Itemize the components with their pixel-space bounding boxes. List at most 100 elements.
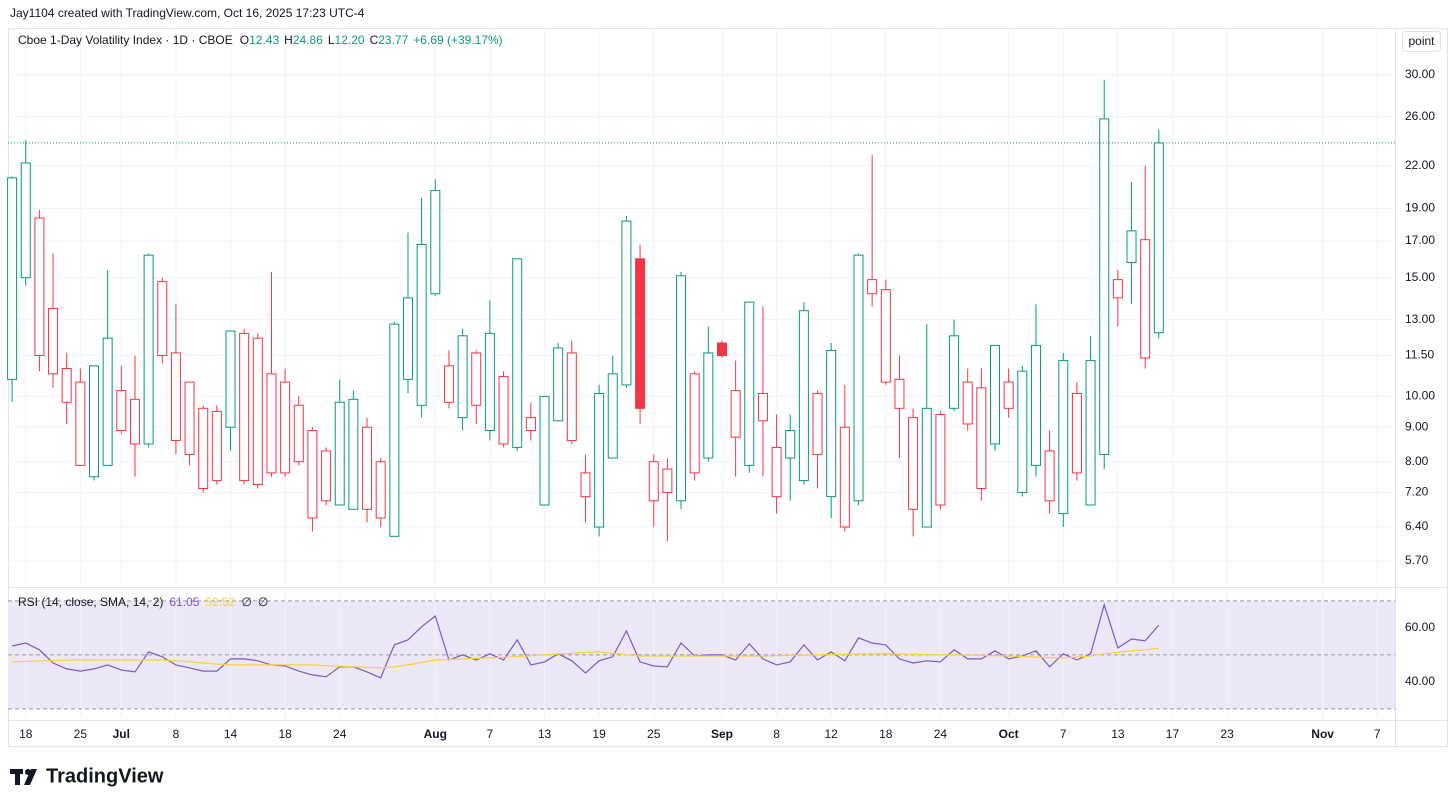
y-tick-label: 5.70 (1405, 553, 1429, 567)
candle-body (157, 281, 168, 356)
candle-body (553, 347, 564, 422)
candle-body (662, 468, 673, 494)
x-tick-label: 17 (1166, 727, 1180, 741)
y-tick-label: 10.00 (1405, 389, 1435, 403)
candle-body (1058, 360, 1069, 515)
scale-button[interactable] (1402, 31, 1441, 52)
candle-body (908, 417, 919, 510)
candle-body (771, 446, 782, 498)
x-tick-label: 18 (19, 727, 33, 741)
candle-body (1140, 239, 1151, 359)
candle-body (375, 461, 386, 519)
x-tick-label: 25 (647, 727, 661, 741)
candle-body (75, 381, 86, 466)
candle-body (1099, 118, 1110, 455)
candle-body (471, 352, 482, 406)
candle-body (853, 254, 864, 502)
candle-body (321, 450, 332, 502)
y-tick-label: 22.00 (1405, 158, 1435, 172)
candle-body (621, 220, 632, 386)
ohlc-value: 12.43 (249, 33, 279, 47)
rsi-tick-label: 60.00 (1405, 620, 1435, 634)
rsi-legend: RSI (14, close, SMA, 14, 2) 61.05 52.52 ∅ ∅ (18, 595, 268, 609)
candle-body (512, 258, 523, 448)
y-tick-label: 26.00 (1405, 109, 1435, 123)
y-tick-label: 6.40 (1405, 519, 1429, 533)
candle-body (539, 395, 550, 506)
frame (8, 28, 1448, 747)
ohlc-value: 12.20 (335, 33, 365, 47)
candle-body (20, 162, 31, 279)
x-tick-label: Aug (424, 727, 447, 741)
candle-body (143, 254, 154, 445)
y-tick-label: 19.00 (1405, 201, 1435, 215)
candle-body (839, 426, 850, 528)
rsi-title: RSI (14, close, SMA, 14, 2) (18, 595, 163, 609)
candle-body (990, 344, 1001, 445)
candle-body (949, 335, 960, 409)
candle-body (266, 373, 277, 474)
candle-body (61, 367, 72, 403)
candle-body (362, 426, 373, 510)
ohlc-value: 24.86 (293, 33, 323, 47)
y-tick-label: 8.00 (1405, 454, 1429, 468)
rsi-flag: ∅ (258, 595, 268, 609)
x-tick-label: 24 (934, 727, 948, 741)
x-tick-label: 23 (1220, 727, 1234, 741)
y-tick-label: 13.00 (1405, 312, 1435, 326)
candle-body (689, 373, 700, 474)
y-tick-label: 9.00 (1405, 419, 1429, 433)
candle-body (184, 381, 195, 455)
candle-body (89, 365, 100, 478)
candle-body (757, 392, 768, 422)
x-tick-label: 13 (538, 727, 552, 741)
symbol-title: Cboe 1-Day Volatility Index · 1D · CBOE (18, 33, 233, 47)
candle-body (635, 258, 646, 409)
candle-body (880, 289, 891, 383)
x-tick-label: 18 (278, 727, 292, 741)
candle-body (894, 378, 905, 409)
brand-name: TradingView (46, 765, 164, 787)
rsi-legend-value: 52.52 (205, 595, 235, 609)
rsi-flag: ∅ (241, 595, 251, 609)
candle-body (116, 390, 127, 431)
candle-body (580, 472, 591, 498)
candle-body (48, 308, 59, 375)
x-tick-label: 24 (333, 727, 347, 741)
ohlc-letter: C (370, 33, 379, 47)
candle-body (498, 376, 509, 445)
x-tick-label: 8 (773, 727, 780, 741)
candle-body (239, 332, 250, 482)
candle-body (676, 275, 687, 502)
brand-logo (10, 769, 37, 785)
candle-body (525, 417, 536, 431)
y-tick-label: 15.00 (1405, 270, 1435, 284)
x-tick-label: 7 (1060, 727, 1067, 741)
candle-body (826, 349, 837, 498)
scale-button-label[interactable]: point (1408, 34, 1435, 48)
candle-body (1126, 230, 1137, 263)
candle-body (129, 398, 140, 445)
candle-body (921, 407, 932, 528)
candle-body (198, 407, 209, 490)
candle-body (935, 413, 946, 506)
candle-body (730, 390, 741, 438)
candle-body (443, 365, 454, 403)
ohlc-letter: L (328, 33, 335, 47)
ohlc-value: 23.77 (378, 33, 408, 47)
candle-body (348, 398, 359, 510)
rsi-legend-value: 61.05 (169, 595, 199, 609)
x-tick-label: 25 (74, 727, 88, 741)
candle-body (1044, 450, 1055, 502)
x-tick-label: 12 (825, 727, 839, 741)
candle-body (102, 337, 113, 466)
symbol-legend: Cboe 1-Day Volatility Index · 1D · CBOE O… (18, 33, 503, 47)
candle-body (976, 387, 987, 490)
y-tick-label: 11.50 (1405, 348, 1434, 362)
y-tick-label: 7.20 (1405, 485, 1429, 499)
candle-body (1112, 279, 1123, 299)
y-tick-label: 30.00 (1405, 67, 1435, 81)
attribution: Jay1104 created with TradingView.com, Oc… (10, 6, 365, 20)
candle-body (744, 301, 755, 466)
